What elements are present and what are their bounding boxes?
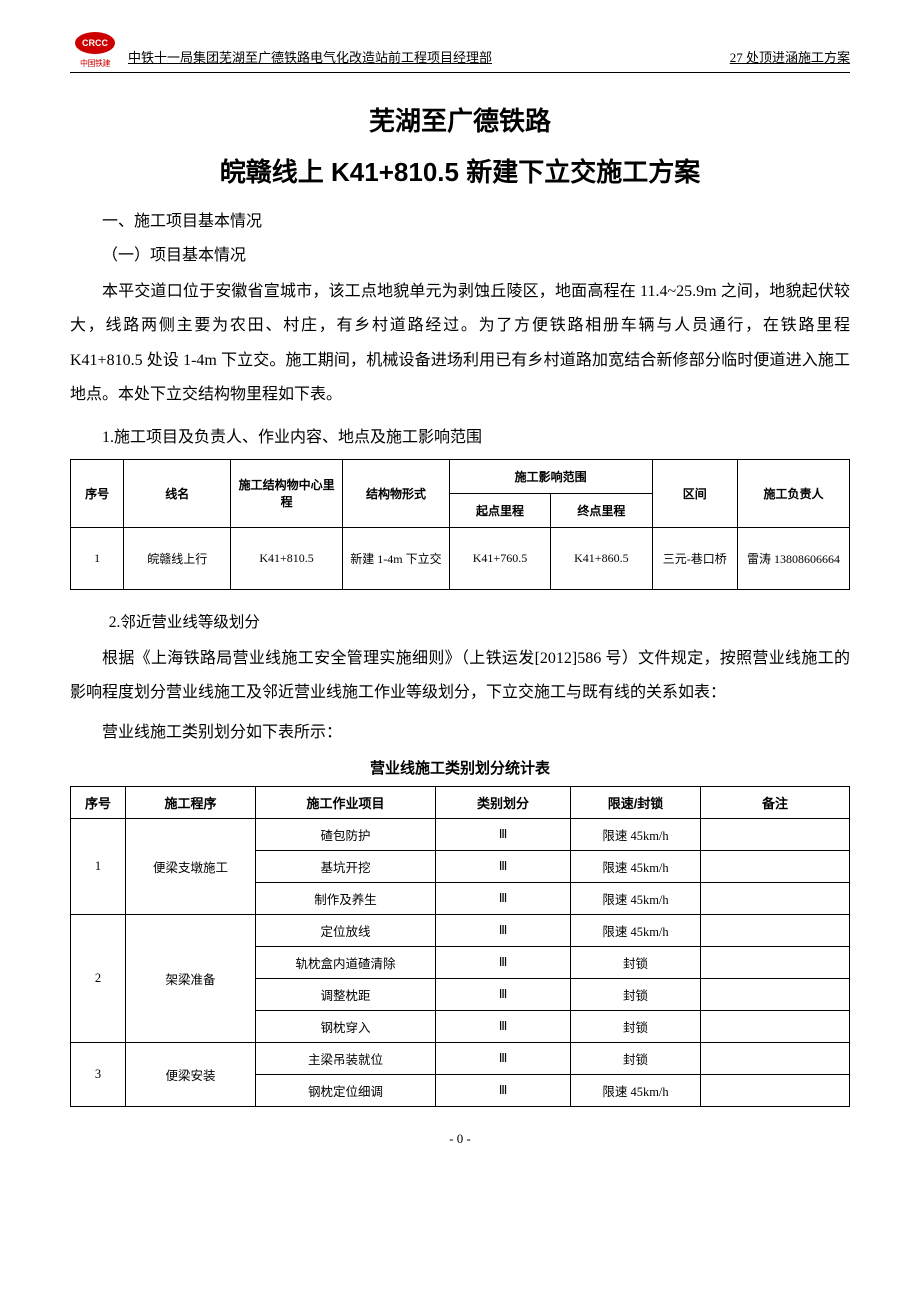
td	[701, 818, 850, 850]
td: Ⅲ	[436, 818, 571, 850]
logo-lower-text: 中国铁建	[70, 60, 120, 68]
td: Ⅲ	[436, 850, 571, 882]
doc-title-1: 芜湖至广德铁路	[70, 101, 850, 138]
td: Ⅲ	[436, 978, 571, 1010]
table-row: 3便梁安装主梁吊装就位Ⅲ封锁	[71, 1042, 850, 1074]
td	[701, 1042, 850, 1074]
td: Ⅲ	[436, 882, 571, 914]
td: 钢枕穿入	[256, 1010, 436, 1042]
td-seq: 1	[71, 818, 126, 914]
td: Ⅲ	[436, 1042, 571, 1074]
heading-1-1: （一）项目基本情况	[70, 241, 850, 265]
header-left-text: 中铁十一局集团芜湖至广德铁路电气化改造站前工程项目经理部	[128, 47, 730, 68]
header-right-text: 27 处顶进涵施工方案	[730, 47, 850, 68]
td: 调整枕距	[256, 978, 436, 1010]
td: 限速 45km/h	[571, 1074, 701, 1106]
td: 封锁	[571, 978, 701, 1010]
th-start: 起点里程	[449, 493, 550, 527]
td: 皖赣线上行	[124, 527, 231, 589]
td: 限速 45km/h	[571, 818, 701, 850]
table-row: 2架梁准备定位放线Ⅲ限速 45km/h	[71, 914, 850, 946]
th-form: 结构物形式	[343, 459, 450, 527]
td: 1	[71, 527, 124, 589]
logo: CRCC 中国铁建	[70, 30, 120, 68]
td: Ⅲ	[436, 1074, 571, 1106]
th-line: 线名	[124, 459, 231, 527]
td: 新建 1-4m 下立交	[343, 527, 450, 589]
table-1: 序号 线名 施工结构物中心里程 结构物形式 施工影响范围 区间 施工负责人 起点…	[70, 459, 850, 590]
td: Ⅲ	[436, 914, 571, 946]
table2-caption: 营业线施工类别划分统计表	[70, 757, 850, 778]
td: 定位放线	[256, 914, 436, 946]
logo-upper-text: CRCC	[82, 38, 108, 48]
th-mile: 施工结构物中心里程	[231, 459, 343, 527]
td: 制作及养生	[256, 882, 436, 914]
th: 施工作业项目	[256, 786, 436, 818]
paragraph-1: 本平交道口位于安徽省宣城市，该工点地貌单元为剥蚀丘陵区，地面高程在 11.4~2…	[70, 275, 850, 413]
td	[701, 850, 850, 882]
num-heading-2: 2.邻近营业线等级划分	[70, 610, 850, 632]
td: K41+760.5	[449, 527, 550, 589]
td-seq: 3	[71, 1042, 126, 1106]
td: K41+860.5	[551, 527, 652, 589]
td: 封锁	[571, 1010, 701, 1042]
td: 钢枕定位细调	[256, 1074, 436, 1106]
th: 备注	[701, 786, 850, 818]
th-end: 终点里程	[551, 493, 652, 527]
page-header: CRCC 中国铁建 中铁十一局集团芜湖至广德铁路电气化改造站前工程项目经理部 2…	[70, 30, 850, 73]
td: 限速 45km/h	[571, 850, 701, 882]
td: Ⅲ	[436, 1010, 571, 1042]
td: 限速 45km/h	[571, 882, 701, 914]
td	[701, 978, 850, 1010]
td: 三元-巷口桥	[652, 527, 737, 589]
td-proc: 便梁安装	[126, 1042, 256, 1106]
td: 碴包防护	[256, 818, 436, 850]
doc-title-2: 皖赣线上 K41+810.5 新建下立交施工方案	[70, 152, 850, 189]
td: 封锁	[571, 946, 701, 978]
table-row: 1 皖赣线上行 K41+810.5 新建 1-4m 下立交 K41+760.5 …	[71, 527, 850, 589]
th: 施工程序	[126, 786, 256, 818]
td: 雷涛 13808606664	[737, 527, 849, 589]
td	[701, 914, 850, 946]
heading-1: 一、施工项目基本情况	[70, 207, 850, 231]
td: 轨枕盒内道碴清除	[256, 946, 436, 978]
td: Ⅲ	[436, 946, 571, 978]
td: 基坑开挖	[256, 850, 436, 882]
th-scope: 施工影响范围	[449, 459, 652, 493]
num-heading-1: 1.施工项目及负责人、作业内容、地点及施工影响范围	[70, 423, 850, 447]
td	[701, 946, 850, 978]
table-2: 序号 施工程序 施工作业项目 类别划分 限速/封锁 备注 1便梁支墩施工碴包防护…	[70, 786, 850, 1107]
th: 限速/封锁	[571, 786, 701, 818]
paragraph-3: 营业线施工类别划分如下表所示：	[70, 716, 850, 750]
th-person: 施工负责人	[737, 459, 849, 527]
th-section: 区间	[652, 459, 737, 527]
crcc-logo-icon: CRCC	[73, 30, 117, 56]
td: K41+810.5	[231, 527, 343, 589]
page-number: - 0 -	[70, 1131, 850, 1147]
th: 序号	[71, 786, 126, 818]
td-proc: 便梁支墩施工	[126, 818, 256, 914]
td-proc: 架梁准备	[126, 914, 256, 1042]
td-seq: 2	[71, 914, 126, 1042]
td: 封锁	[571, 1042, 701, 1074]
table-row: 1便梁支墩施工碴包防护Ⅲ限速 45km/h	[71, 818, 850, 850]
td	[701, 882, 850, 914]
td: 主梁吊装就位	[256, 1042, 436, 1074]
th: 类别划分	[436, 786, 571, 818]
table-row: 序号 线名 施工结构物中心里程 结构物形式 施工影响范围 区间 施工负责人	[71, 459, 850, 493]
th-seq: 序号	[71, 459, 124, 527]
table-row: 序号 施工程序 施工作业项目 类别划分 限速/封锁 备注	[71, 786, 850, 818]
td: 限速 45km/h	[571, 914, 701, 946]
td	[701, 1074, 850, 1106]
td	[701, 1010, 850, 1042]
paragraph-2: 根据《上海铁路局营业线施工安全管理实施细则》（上铁运发[2012]586 号）文…	[70, 642, 850, 711]
